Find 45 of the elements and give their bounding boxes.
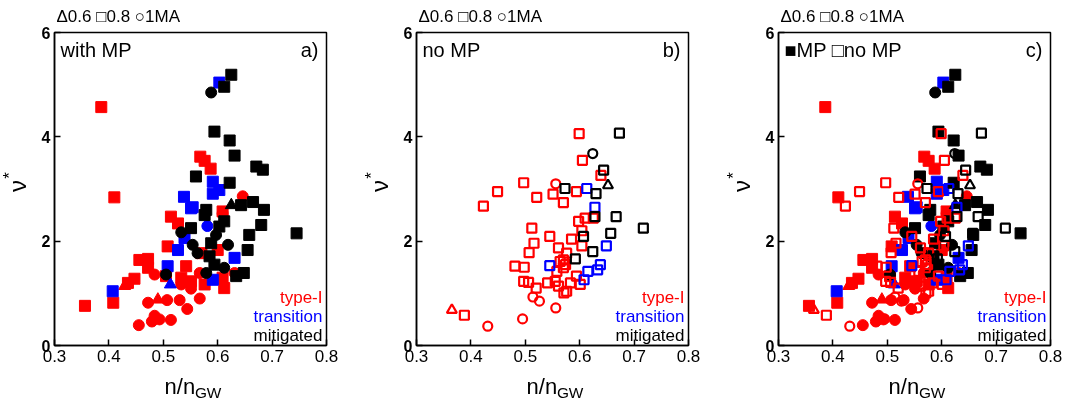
y-tick-label: 4: [403, 128, 413, 146]
x-tick-label: 0.8: [1038, 346, 1063, 366]
y-tick-label: 6: [403, 24, 413, 42]
x-tick-label: 0.5: [875, 346, 900, 366]
text: Δ0.6 □0.8 ○1MA: [418, 7, 543, 26]
x-tick-label: 0.6: [567, 346, 592, 366]
annotation: c): [1025, 38, 1043, 61]
annotation: ■MP □no MP: [784, 38, 902, 61]
text: mitigated: [977, 326, 1047, 345]
y-tick-label: 2: [41, 233, 51, 251]
y-tick-label: 6: [765, 24, 775, 42]
annotation: a): [300, 38, 319, 61]
annotation: with MP: [59, 38, 132, 61]
x-tick-label: 0.6: [205, 346, 230, 366]
x-tick-label: 0.5: [151, 346, 176, 366]
text: transition: [253, 307, 323, 326]
y-tick-label: 2: [403, 233, 413, 251]
x-tick-label: 0.4: [821, 346, 845, 366]
text: type-I: [279, 288, 323, 307]
x-tick-label: 0.7: [622, 346, 646, 366]
y-tick-label: 4: [41, 128, 51, 146]
x-tick-label: 0.4: [459, 346, 483, 366]
x-tick-label: 0.6: [929, 346, 954, 366]
x-tick-label: 0.8: [676, 346, 701, 366]
x-tick-label: 0.7: [984, 346, 1008, 366]
y-axis-title: ν*: [723, 171, 755, 193]
text: type-I: [1003, 288, 1047, 307]
x-tick-label: 0.7: [260, 346, 284, 366]
x-tick-label: 0.8: [314, 346, 339, 366]
text: Δ0.6 □0.8 ○1MA: [56, 7, 181, 26]
text: transition: [977, 307, 1047, 326]
text: transition: [615, 307, 685, 326]
y-axis-title: ν*: [0, 171, 31, 193]
y-tick-label: 2: [765, 233, 775, 251]
y-tick-label: 4: [765, 128, 775, 146]
x-tick-label: 0.5: [513, 346, 538, 366]
annotation: b): [662, 38, 681, 61]
text: Δ0.6 □0.8 ○1MA: [780, 7, 905, 26]
y-axis-title: ν*: [361, 171, 393, 193]
annotation: no MP: [422, 38, 481, 61]
text: mitigated: [253, 326, 323, 345]
text: mitigated: [615, 326, 685, 345]
text: type-I: [641, 288, 685, 307]
y-tick-label: 6: [41, 24, 51, 42]
x-tick-label: 0.4: [97, 346, 121, 366]
